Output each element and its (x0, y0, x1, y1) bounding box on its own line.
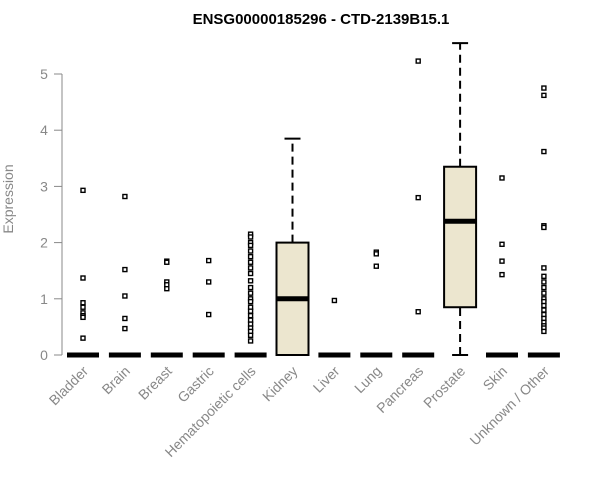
y-tick-label: 4 (40, 122, 48, 138)
outlier-point (247, 242, 254, 249)
outlier-point (331, 297, 338, 304)
outlier-point (373, 251, 379, 257)
outlier-point (541, 85, 547, 91)
outlier-point (247, 259, 254, 265)
box-body (443, 165, 478, 309)
box-breast (150, 258, 183, 358)
chart-title: ENSG00000185296 - CTD-2139B15.1 (193, 11, 450, 28)
outlier-point (122, 266, 128, 273)
boxes-group (67, 42, 560, 358)
x-tick-label: Bladder (46, 363, 92, 409)
outlier-point (247, 312, 254, 319)
outlier-point (80, 300, 86, 306)
box-gastric (192, 257, 225, 358)
y-tick-label: 2 (40, 235, 48, 251)
x-tick-label: Breast (135, 363, 175, 403)
x-tick-label: Unknown / Other (466, 363, 552, 449)
box-pancreas (402, 58, 435, 358)
outlier-point (122, 193, 128, 200)
box-bladder (67, 187, 99, 358)
x-tick-label: Liver (310, 363, 343, 396)
outlier-point (541, 290, 547, 296)
outlier-point (247, 270, 254, 277)
outlier-point (415, 58, 421, 64)
outlier-point (247, 284, 254, 291)
outlier-point (80, 335, 86, 341)
outlier-point (541, 148, 547, 155)
outlier-point (122, 293, 128, 299)
box-kidney (275, 137, 310, 357)
outlier-point (80, 314, 86, 321)
outlier-point (80, 187, 86, 194)
y-axis-label: Expression (0, 164, 16, 233)
box-brain (108, 193, 141, 358)
outlier-point (541, 284, 547, 291)
outlier-point (499, 241, 505, 247)
outlier-point (541, 92, 547, 99)
y-tick-label: 3 (40, 178, 48, 194)
outlier-point (122, 325, 128, 332)
outlier-point (415, 194, 421, 201)
outlier-point (247, 338, 254, 344)
outlier-point (247, 265, 254, 271)
outlier-point (247, 248, 254, 254)
outlier-point (247, 234, 254, 240)
outlier-point (499, 175, 505, 181)
outlier-point (499, 271, 505, 278)
outlier-point (541, 302, 547, 309)
y-tick-label: 0 (40, 347, 48, 363)
outlier-point (541, 265, 547, 271)
outlier-point (541, 328, 547, 335)
outlier-point (415, 309, 421, 315)
outlier-point (247, 290, 254, 296)
x-tick-label: Brain (99, 363, 133, 397)
outlier-point (541, 224, 547, 231)
y-tick-label: 5 (40, 66, 48, 82)
outlier-point (373, 263, 379, 269)
x-tick-label: Pancreas (373, 363, 426, 416)
x-tick-label: Kidney (259, 363, 301, 405)
box-hematopoietic-cells (234, 231, 267, 358)
outlier-point (164, 285, 170, 292)
outlier-point (205, 279, 212, 285)
outlier-point (541, 307, 547, 313)
box-lung (360, 249, 393, 358)
outlier-point (541, 273, 547, 280)
outlier-point (205, 311, 212, 318)
outlier-point (205, 257, 212, 264)
outlier-point (247, 298, 254, 305)
y-tick-label: 1 (40, 291, 48, 307)
outlier-point (164, 259, 170, 265)
outlier-point (247, 278, 254, 284)
outlier-point (541, 279, 547, 285)
box-skin (486, 175, 518, 358)
x-tick-label: Skin (480, 363, 511, 394)
outlier-point (247, 308, 254, 314)
outlier-point (247, 253, 254, 260)
outlier-point (80, 275, 86, 281)
outlier-point (80, 304, 86, 310)
box-liver (318, 297, 351, 358)
outlier-point (247, 332, 254, 339)
box-unknown-other (527, 85, 560, 358)
box-prostate (443, 42, 478, 356)
x-tick-label: Lung (351, 363, 384, 396)
x-tick-label: Prostate (420, 363, 468, 411)
outlier-point (499, 258, 505, 264)
outlier-point (122, 315, 128, 322)
y-axis: 0 1 2 3 4 5 (40, 66, 63, 363)
